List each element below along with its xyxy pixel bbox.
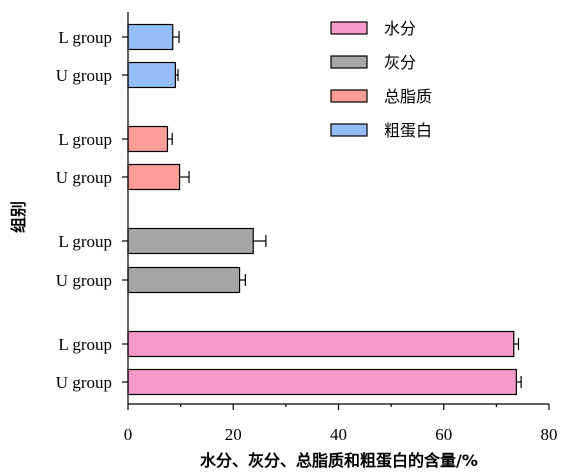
x-tick-label: 60 bbox=[435, 425, 452, 444]
legend-swatch bbox=[330, 89, 368, 103]
bar-总脂质-L-group bbox=[127, 125, 169, 153]
legend-label: 粗蛋白 bbox=[384, 121, 432, 140]
bar-总脂质-U-group bbox=[127, 163, 181, 191]
bar-水分-L-group bbox=[127, 330, 515, 358]
legend-label: 水分 bbox=[384, 19, 416, 38]
x-axis-title: 水分、灰分、总脂质和粗蛋白的含量/% bbox=[200, 451, 478, 470]
x-tick-label: 40 bbox=[330, 425, 347, 444]
bar-水分-U-group bbox=[127, 368, 517, 396]
legend-label: 总脂质 bbox=[384, 87, 432, 106]
y-tick-label: U group bbox=[56, 168, 112, 187]
y-tick-label: U group bbox=[56, 271, 112, 290]
x-tick-label: 80 bbox=[541, 425, 558, 444]
legend-swatch bbox=[330, 21, 368, 35]
y-axis-title: 组别 bbox=[9, 201, 28, 233]
legend-label: 灰分 bbox=[384, 53, 416, 72]
legend-swatch bbox=[330, 123, 368, 137]
y-tick-label: L group bbox=[58, 335, 112, 354]
bars-layer bbox=[127, 23, 522, 396]
y-tick-label: L group bbox=[58, 28, 112, 47]
y-tick-label: U group bbox=[56, 373, 112, 392]
legend-swatch bbox=[330, 55, 368, 69]
bar-粗蛋白-L-group bbox=[127, 23, 174, 51]
bar-粗蛋白-U-group bbox=[127, 61, 176, 89]
axes-layer: U group L group U group L group U group L gro… bbox=[56, 12, 558, 444]
bar-灰分-U-group bbox=[127, 266, 241, 294]
y-tick-label: L group bbox=[58, 130, 112, 149]
y-tick-label: U group bbox=[56, 66, 112, 85]
x-tick-label: 0 bbox=[124, 425, 133, 444]
y-tick-label: L group bbox=[58, 232, 112, 251]
bar-灰分-L-group bbox=[127, 227, 254, 255]
x-tick-label: 20 bbox=[225, 425, 242, 444]
